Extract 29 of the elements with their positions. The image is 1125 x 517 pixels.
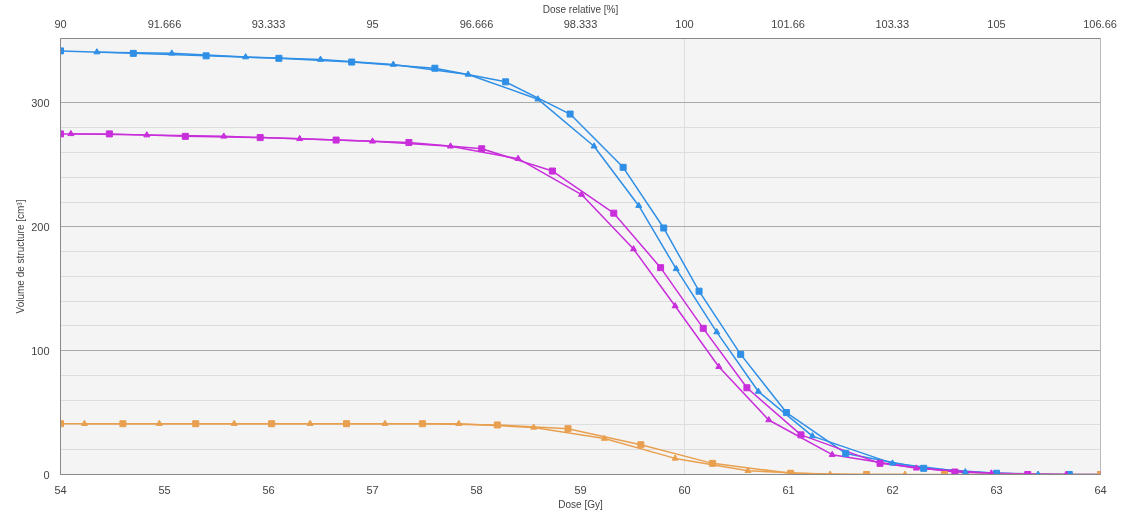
x-tick-label: 59: [574, 483, 587, 496]
x2-tick-label: 91.666: [147, 17, 182, 30]
x-axis-title: Dose [Gy]: [558, 498, 603, 510]
x-tick-label: 54: [54, 483, 67, 496]
x-tick-label: 56: [262, 483, 275, 496]
x2-tick-label: 103.33: [875, 17, 910, 30]
x-tick-label: 57: [366, 483, 379, 496]
y-tick-label: 100: [31, 344, 50, 357]
x-tick-label: 58: [470, 483, 483, 496]
x-tick-label: 64: [1094, 483, 1107, 496]
y-tick-label: 200: [31, 220, 50, 233]
x-tick-label: 62: [886, 483, 899, 496]
y-axis-title: Volume de structure [cm³]: [15, 199, 27, 314]
x-tick-label: 60: [678, 483, 691, 496]
x2-tick-label: 90: [54, 17, 67, 30]
x2-tick-label: 101.66: [771, 17, 805, 30]
x2-tick-label: 95: [366, 17, 379, 30]
x2-axis-title: Dose relative [%]: [542, 3, 619, 15]
x2-tick-label: 100: [675, 17, 694, 30]
x2-tick-label: 105: [987, 17, 1006, 30]
x-tick-label: 61: [782, 483, 795, 496]
y-tick-label: 0: [43, 468, 50, 481]
x2-tick-label: 93.333: [251, 17, 286, 30]
x-tick-label: 55: [158, 483, 171, 496]
x2-tick-label: 96.666: [459, 17, 494, 30]
y-tick-label: 300: [31, 96, 50, 109]
x2-tick-label: 98.333: [563, 17, 598, 30]
x-tick-label: 63: [990, 483, 1003, 496]
x2-tick-label: 106.66: [1083, 17, 1117, 30]
